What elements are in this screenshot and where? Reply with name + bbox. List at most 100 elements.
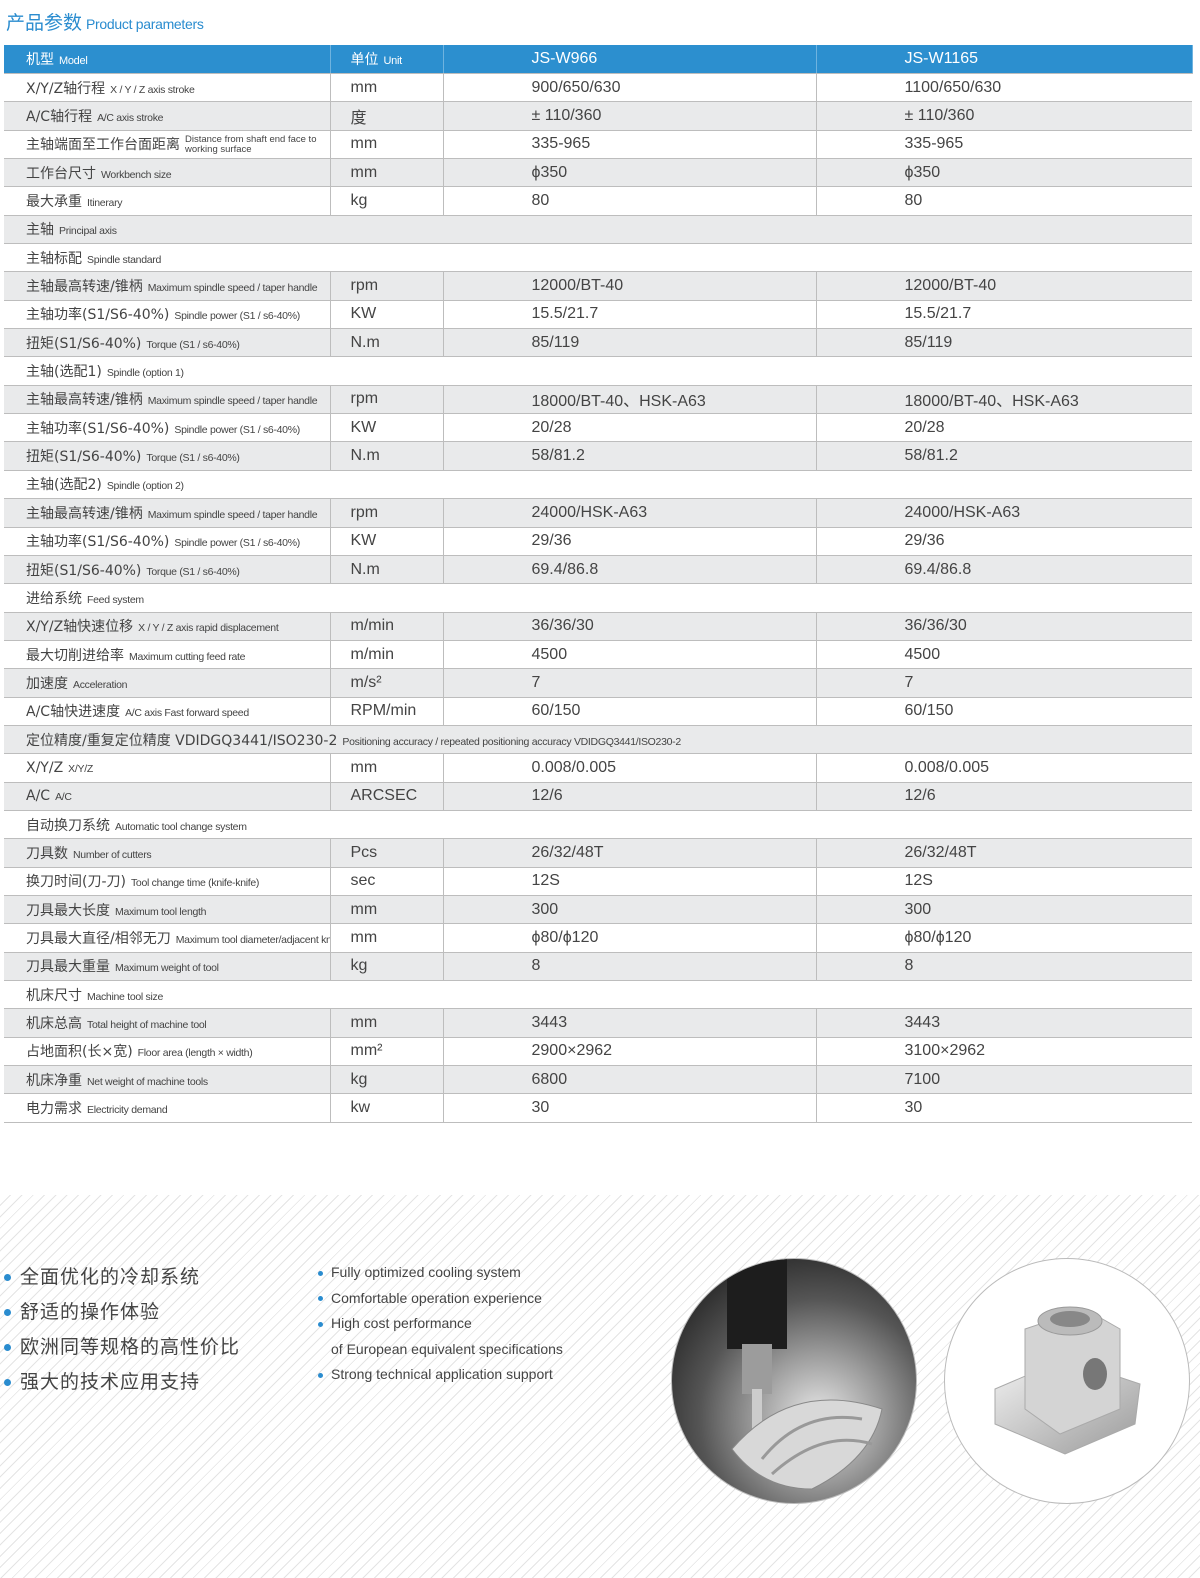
param-label: 加速度 Acceleration xyxy=(4,668,331,698)
param-unit: mm xyxy=(330,130,444,160)
value-model-1: 20/28 xyxy=(443,413,817,443)
value-model-1: 300 xyxy=(443,895,817,925)
value-model-2: 8 xyxy=(816,952,1192,982)
param-name-en: Torque (S1 / s6-40%) xyxy=(146,565,240,578)
value-model-2: 12S xyxy=(816,867,1192,896)
title-zh: 产品参数 xyxy=(6,12,83,34)
param-name-en: Acceleration xyxy=(73,678,128,691)
value-model-2: 335-965 xyxy=(816,130,1192,160)
param-name-zh: A/C轴快进速度 xyxy=(26,704,121,721)
param-name-zh: 主轴标配 xyxy=(26,250,82,267)
param-name-zh: 自动换刀系统 xyxy=(26,817,110,834)
value-model-1: ϕ350 xyxy=(443,158,817,188)
value-model-2: 85/119 xyxy=(816,328,1192,358)
param-unit: kg xyxy=(330,952,444,982)
param-name-zh: A/C轴行程 xyxy=(26,109,93,126)
param-name-zh: 刀具最大直径/相邻无刀 xyxy=(26,930,171,947)
param-name-en: Positioning accuracy / repeated position… xyxy=(342,735,681,748)
param-name-en: A/C axis stroke xyxy=(97,112,164,125)
section-label: 机床尺寸 Machine tool size xyxy=(4,980,1192,1010)
param-name-en: Torque (S1 / s6-40%) xyxy=(146,338,240,351)
section-label: 自动换刀系统 Automatic tool change system xyxy=(4,810,1192,840)
value-model-1: 29/36 xyxy=(443,527,817,556)
param-unit: mm xyxy=(330,895,444,925)
param-name-zh: 进给系统 xyxy=(26,590,82,607)
param-name-en: Feed system xyxy=(87,593,144,606)
param-unit: ARCSEC xyxy=(330,782,444,811)
bullet-icon xyxy=(4,1309,11,1316)
section-row: 进给系统 Feed system xyxy=(4,583,1192,613)
param-unit: kw xyxy=(330,1093,444,1123)
param-unit: N.m xyxy=(330,441,444,471)
table-row: 机床总高 Total height of machine tool mm 3443 34… xyxy=(4,1008,1192,1038)
value-model-2: 30 xyxy=(816,1093,1192,1123)
param-name-en: Maximum tool length xyxy=(115,905,207,918)
value-model-2: 300 xyxy=(816,895,1192,925)
value-model-1: 8 xyxy=(443,952,817,982)
table-row: A/C轴快进速度 A/C axis Fast forward speed RPM/m… xyxy=(4,697,1192,726)
param-name-zh: X/Y/Z轴快速位移 xyxy=(26,619,134,636)
header-model-1: JS-W966 xyxy=(443,45,817,74)
param-name-en: Spindle (option 2) xyxy=(106,480,184,493)
bullet-icon xyxy=(4,1344,11,1351)
value-model-2: 69.4/86.8 xyxy=(816,555,1192,585)
table-row: 最大切削进给率 Maximum cutting feed rate m/min 450… xyxy=(4,640,1192,670)
value-model-1: ϕ80/ϕ120 xyxy=(443,923,817,953)
param-name-zh: 主轴最高转速/锥柄 xyxy=(26,505,143,522)
value-model-1: 6800 xyxy=(443,1065,817,1095)
value-model-1: 18000/BT-40、HSK-A63 xyxy=(443,385,817,415)
param-label: 主轴最高转速/锥柄 Maximum spindle speed / taper h… xyxy=(4,271,331,301)
param-name-zh: 机床净重 xyxy=(26,1072,82,1089)
param-name-zh: 换刀时间(刀-刀) xyxy=(26,874,126,891)
value-model-1: 4500 xyxy=(443,640,817,670)
param-name-en: Spindle standard xyxy=(87,253,162,266)
param-name-zh: 工作台尺寸 xyxy=(26,165,96,182)
feature-en: Fully optimized cooling system xyxy=(318,1264,563,1290)
param-label: 刀具最大长度 Maximum tool length xyxy=(4,895,331,925)
value-model-2: 18000/BT-40、HSK-A63 xyxy=(816,385,1192,415)
param-label: 主轴最高转速/锥柄 Maximum spindle speed / taper h… xyxy=(4,385,331,415)
param-unit: kg xyxy=(330,186,444,216)
value-model-1: 58/81.2 xyxy=(443,441,817,471)
param-name-en: Electricity demand xyxy=(87,1104,168,1117)
param-name-en: Maximum cutting feed rate xyxy=(129,650,246,663)
value-model-1: 2900×2962 xyxy=(443,1037,817,1067)
param-unit: rpm xyxy=(330,271,444,301)
section-label: 主轴标配 Spindle standard xyxy=(4,243,1192,273)
value-model-2: 15.5/21.7 xyxy=(816,300,1192,330)
param-name-en: Spindle power (S1 / s6-40%) xyxy=(174,423,300,436)
param-label: 刀具最大直径/相邻无刀 Maximum tool diameter/adjacen… xyxy=(4,923,331,953)
param-name-en: Spindle (option 1) xyxy=(106,367,184,380)
section-row: 主轴(选配2) Spindle (option 2) xyxy=(4,470,1192,500)
param-unit: kg xyxy=(330,1065,444,1095)
param-unit: mm xyxy=(330,73,444,103)
value-model-2: 26/32/48T xyxy=(816,838,1192,868)
table-row: 最大承重 Itinerary kg 80 80 xyxy=(4,186,1192,216)
section-row: 定位精度/重复定位精度 VDIDGQ3441/ISO230-2 Positioni… xyxy=(4,725,1192,755)
param-unit: rpm xyxy=(330,385,444,415)
feature-zh: 欧洲同等规格的高性价比 xyxy=(4,1332,240,1367)
feature-zh: 强大的技术应用支持 xyxy=(4,1367,240,1402)
value-model-2: 7 xyxy=(816,668,1192,698)
value-model-2: 20/28 xyxy=(816,413,1192,443)
param-label: 占地面积(长×宽) Floor area (length × width) xyxy=(4,1037,331,1067)
section-label: 进给系统 Feed system xyxy=(4,583,1192,613)
param-name-en: Maximum spindle speed / taper handle xyxy=(147,282,318,295)
section-label: 定位精度/重复定位精度 VDIDGQ3441/ISO230-2 Positioni… xyxy=(4,725,1192,755)
page-title: 产品参数 Product parameters xyxy=(6,8,204,35)
feature-zh: 舒适的操作体验 xyxy=(4,1297,240,1332)
table-row: 刀具最大直径/相邻无刀 Maximum tool diameter/adjacen… xyxy=(4,923,1192,953)
section-row: 主轴(选配1) Spindle (option 1) xyxy=(4,356,1192,386)
param-name-zh: 主轴最高转速/锥柄 xyxy=(26,279,143,296)
value-model-2: 58/81.2 xyxy=(816,441,1192,471)
value-model-2: 4500 xyxy=(816,640,1192,670)
title-en: Product parameters xyxy=(86,16,204,32)
param-unit: N.m xyxy=(330,328,444,358)
param-unit: mm xyxy=(330,753,444,783)
value-model-1: 26/32/48T xyxy=(443,838,817,868)
value-model-1: 30 xyxy=(443,1093,817,1123)
section-label: 主轴(选配1) Spindle (option 1) xyxy=(4,356,1192,386)
table-row: X/Y/Z轴行程 X / Y / Z axis stroke mm 900/650/6… xyxy=(4,73,1192,103)
param-name-zh: 占地面积(长×宽) xyxy=(26,1044,133,1061)
table-row: X/Y/Z X/Y/Z mm 0.008/0.005 0.008/0.005 xyxy=(4,753,1192,783)
